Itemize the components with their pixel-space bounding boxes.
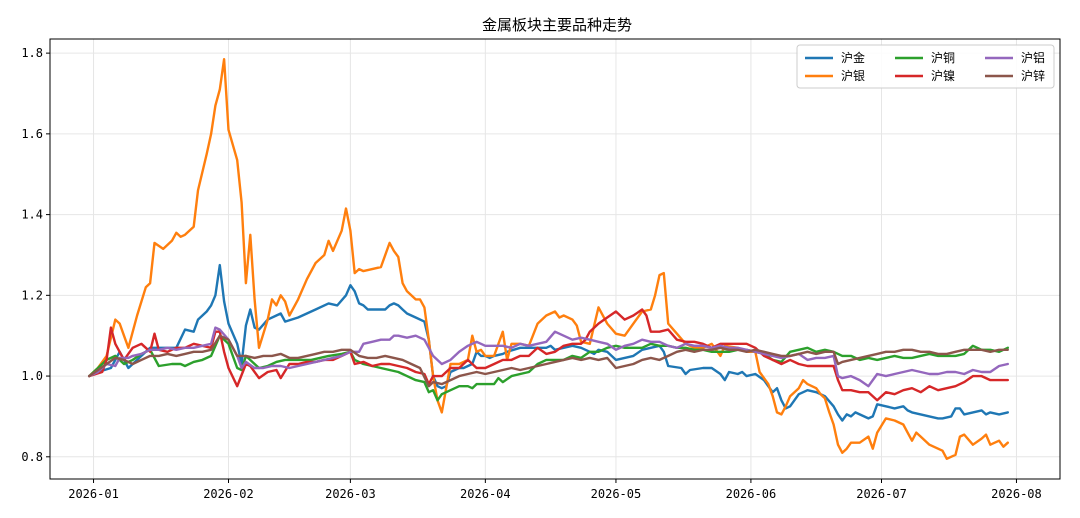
x-tick-label: 2026-06 xyxy=(726,487,777,501)
legend-label-1: 沪银 xyxy=(841,69,865,83)
legend-label-3: 沪镍 xyxy=(931,69,955,83)
legend-label-5: 沪锌 xyxy=(1021,69,1045,83)
y-tick-label: 0.8 xyxy=(21,450,43,464)
x-tick-label: 2026-05 xyxy=(591,487,642,501)
x-axis: 2026-01 2026-02 2026-03 2026-04 2026-05 2026-… xyxy=(68,479,1042,501)
series-line-3 xyxy=(88,308,1009,402)
plot-frame xyxy=(49,38,1061,480)
x-tick-label: 2026-02 xyxy=(203,487,254,501)
chart-title: 金属板块主要品种走势 xyxy=(482,16,632,34)
y-tick-label: 1.6 xyxy=(21,127,43,141)
x-tick-label: 2026-04 xyxy=(460,487,511,501)
x-tick-label: 2026-08 xyxy=(991,487,1042,501)
x-tick-label: 2026-01 xyxy=(68,487,119,501)
legend-label-4: 沪铝 xyxy=(1021,50,1045,65)
x-tick-label: 2026-07 xyxy=(856,487,907,501)
series-layer xyxy=(88,58,1009,460)
legend-label-0: 沪金 xyxy=(841,50,865,65)
y-tick-label: 1.0 xyxy=(21,369,43,383)
legend-box xyxy=(796,44,1055,89)
legend-label-2: 沪铜 xyxy=(931,50,955,65)
grid-lines xyxy=(50,39,1060,479)
y-tick-label: 1.8 xyxy=(21,46,43,60)
y-tick-label: 1.4 xyxy=(21,208,43,222)
y-axis: 0.8 1.0 1.2 1.4 1.6 1.8 xyxy=(21,46,50,464)
x-tick-label: 2026-03 xyxy=(325,487,376,501)
series-line-5 xyxy=(88,334,1009,388)
y-tick-label: 1.2 xyxy=(21,288,43,302)
